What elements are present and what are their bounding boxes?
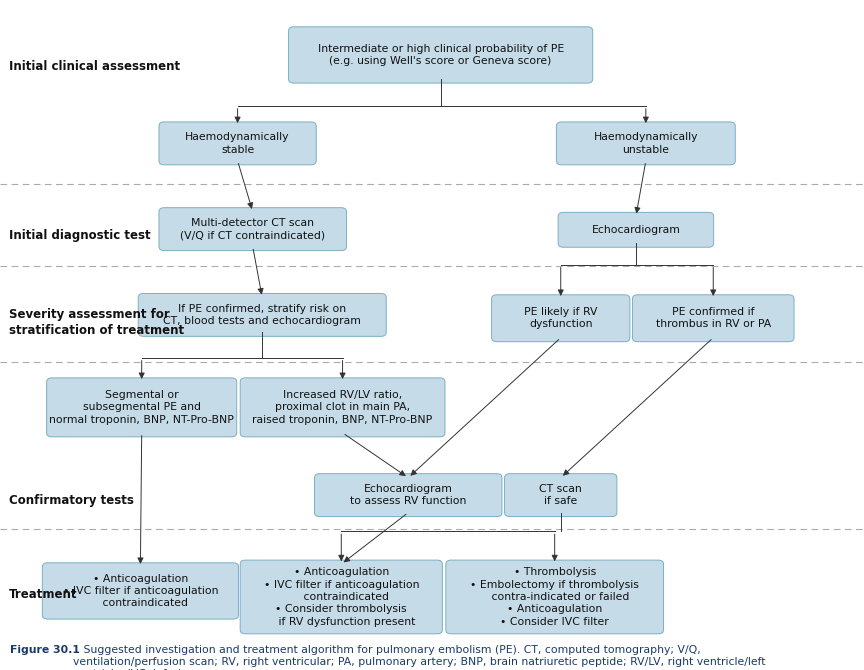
Text: Figure 30.1: Figure 30.1	[10, 645, 80, 655]
Text: Echocardiogram
to assess RV function: Echocardiogram to assess RV function	[350, 484, 467, 507]
Text: If PE confirmed, stratify risk on
CT, blood tests and echocardiogram: If PE confirmed, stratify risk on CT, bl…	[163, 304, 361, 326]
FancyBboxPatch shape	[138, 293, 386, 336]
FancyBboxPatch shape	[556, 122, 735, 165]
FancyBboxPatch shape	[42, 563, 238, 619]
Text: • Anticoagulation
• IVC filter if anticoagulation
   contraindicated: • Anticoagulation • IVC filter if antico…	[63, 574, 218, 608]
Text: Initial diagnostic test: Initial diagnostic test	[9, 229, 150, 242]
Text: Severity assessment for
stratification of treatment: Severity assessment for stratification o…	[9, 308, 184, 337]
FancyBboxPatch shape	[289, 27, 593, 83]
Text: CT scan
if safe: CT scan if safe	[539, 484, 582, 507]
Text: Confirmatory tests: Confirmatory tests	[9, 494, 134, 507]
Text: Echocardiogram: Echocardiogram	[592, 225, 680, 234]
FancyBboxPatch shape	[492, 295, 630, 342]
Text: PE confirmed if
thrombus in RV or PA: PE confirmed if thrombus in RV or PA	[656, 307, 771, 330]
FancyBboxPatch shape	[314, 474, 502, 517]
Text: • Thrombolysis
• Embolectomy if thrombolysis
   contra-indicated or failed
• Ant: • Thrombolysis • Embolectomy if thrombol…	[470, 567, 639, 626]
FancyBboxPatch shape	[159, 208, 346, 251]
Text: PE likely if RV
dysfunction: PE likely if RV dysfunction	[524, 307, 598, 330]
Text: Haemodynamically
stable: Haemodynamically stable	[186, 132, 289, 155]
FancyBboxPatch shape	[446, 560, 664, 634]
FancyBboxPatch shape	[632, 295, 794, 342]
Text: Haemodynamically
unstable: Haemodynamically unstable	[594, 132, 698, 155]
FancyBboxPatch shape	[159, 122, 316, 165]
FancyBboxPatch shape	[47, 378, 237, 437]
FancyBboxPatch shape	[240, 560, 442, 634]
FancyBboxPatch shape	[240, 378, 445, 437]
Text: • Anticoagulation
• IVC filter if anticoagulation
   contraindicated
• Consider : • Anticoagulation • IVC filter if antico…	[264, 567, 419, 626]
Text: Intermediate or high clinical probability of PE
(e.g. using Well's score or Gene: Intermediate or high clinical probabilit…	[317, 44, 564, 66]
Text: Multi-detector CT scan
(V/Q if CT contraindicated): Multi-detector CT scan (V/Q if CT contra…	[181, 218, 325, 241]
FancyBboxPatch shape	[505, 474, 617, 517]
Text: Treatment: Treatment	[9, 588, 77, 601]
Text: Initial clinical assessment: Initial clinical assessment	[9, 60, 180, 73]
Text: Suggested investigation and treatment algorithm for pulmonary embolism (PE). CT,: Suggested investigation and treatment al…	[73, 645, 766, 670]
Text: Segmental or
subsegmental PE and
normal troponin, BNP, NT-Pro-BNP: Segmental or subsegmental PE and normal …	[49, 390, 234, 425]
Text: Increased RV/LV ratio,
proximal clot in main PA,
raised troponin, BNP, NT-Pro-BN: Increased RV/LV ratio, proximal clot in …	[252, 390, 433, 425]
FancyBboxPatch shape	[558, 212, 714, 247]
